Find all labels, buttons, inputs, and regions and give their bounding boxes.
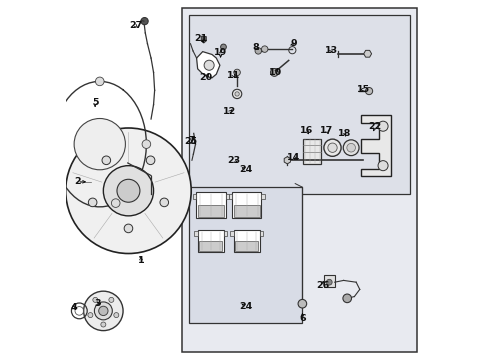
Text: 21: 21 (195, 34, 208, 43)
Circle shape (88, 198, 97, 207)
Text: 20: 20 (200, 73, 213, 82)
Bar (193, 194, 196, 199)
Bar (324, 275, 335, 287)
Circle shape (220, 44, 226, 50)
Circle shape (343, 140, 359, 156)
Circle shape (84, 291, 123, 330)
Circle shape (141, 18, 148, 25)
Circle shape (232, 89, 242, 99)
Circle shape (124, 224, 133, 233)
Polygon shape (284, 157, 291, 164)
Text: 25: 25 (184, 137, 197, 146)
Circle shape (235, 92, 239, 96)
Circle shape (111, 199, 120, 207)
Circle shape (101, 322, 106, 327)
Bar (198, 230, 224, 252)
Text: 24: 24 (239, 302, 252, 311)
Bar (196, 192, 225, 218)
Text: 15: 15 (357, 85, 370, 94)
Text: 5: 5 (92, 98, 98, 107)
Circle shape (66, 128, 191, 253)
Text: 17: 17 (320, 126, 333, 135)
Text: 16: 16 (300, 126, 313, 135)
Text: 7: 7 (189, 136, 195, 145)
Bar (260, 231, 263, 236)
Text: 1: 1 (138, 256, 145, 265)
Bar (230, 231, 234, 236)
Text: 12: 12 (223, 107, 237, 116)
Circle shape (328, 143, 337, 152)
Text: 11: 11 (227, 71, 240, 80)
Bar (232, 192, 262, 218)
Bar (190, 187, 302, 323)
Text: 2: 2 (74, 177, 80, 186)
Circle shape (102, 156, 111, 165)
Text: 18: 18 (338, 129, 351, 138)
Bar (303, 139, 321, 163)
Circle shape (109, 297, 114, 302)
Polygon shape (201, 37, 206, 43)
Circle shape (51, 161, 60, 170)
Bar (190, 15, 410, 194)
Text: 27: 27 (129, 21, 142, 30)
Circle shape (98, 306, 108, 316)
Bar (182, 8, 417, 352)
Circle shape (378, 121, 388, 131)
Text: 4: 4 (70, 303, 77, 312)
Bar (225, 194, 229, 199)
Circle shape (234, 69, 240, 76)
Circle shape (160, 198, 169, 207)
Polygon shape (196, 51, 220, 78)
Circle shape (262, 46, 268, 52)
Text: 6: 6 (299, 314, 306, 323)
Bar (228, 194, 232, 199)
Bar (234, 230, 260, 252)
Text: 3: 3 (94, 299, 100, 308)
Circle shape (117, 179, 140, 202)
Circle shape (324, 139, 341, 156)
Text: 22: 22 (368, 122, 381, 131)
Text: 23: 23 (227, 156, 240, 165)
Circle shape (366, 87, 373, 95)
Bar (262, 194, 265, 199)
Circle shape (326, 279, 332, 285)
Bar (195, 231, 198, 236)
Circle shape (142, 140, 151, 148)
Text: 13: 13 (324, 46, 338, 55)
Circle shape (88, 312, 93, 318)
Bar (199, 241, 222, 251)
Bar (224, 231, 227, 236)
Circle shape (103, 166, 153, 216)
Bar (235, 241, 258, 251)
Circle shape (378, 161, 388, 171)
Circle shape (96, 77, 104, 86)
Circle shape (343, 294, 351, 303)
Circle shape (74, 118, 125, 170)
Circle shape (347, 143, 355, 152)
Circle shape (255, 48, 262, 54)
Text: 19: 19 (214, 48, 227, 57)
Text: 26: 26 (317, 281, 330, 290)
Bar (234, 205, 260, 217)
Polygon shape (361, 116, 391, 176)
Polygon shape (364, 50, 371, 57)
Circle shape (270, 68, 278, 76)
Circle shape (93, 297, 98, 302)
Text: 24: 24 (239, 165, 252, 174)
Circle shape (147, 156, 155, 165)
Circle shape (114, 312, 119, 318)
Text: 8: 8 (252, 43, 259, 52)
Text: 14: 14 (287, 153, 300, 162)
Circle shape (204, 60, 214, 70)
Circle shape (298, 300, 307, 308)
Text: 9: 9 (290, 39, 297, 48)
Bar (197, 205, 224, 217)
Circle shape (95, 302, 112, 320)
Text: 10: 10 (269, 68, 282, 77)
